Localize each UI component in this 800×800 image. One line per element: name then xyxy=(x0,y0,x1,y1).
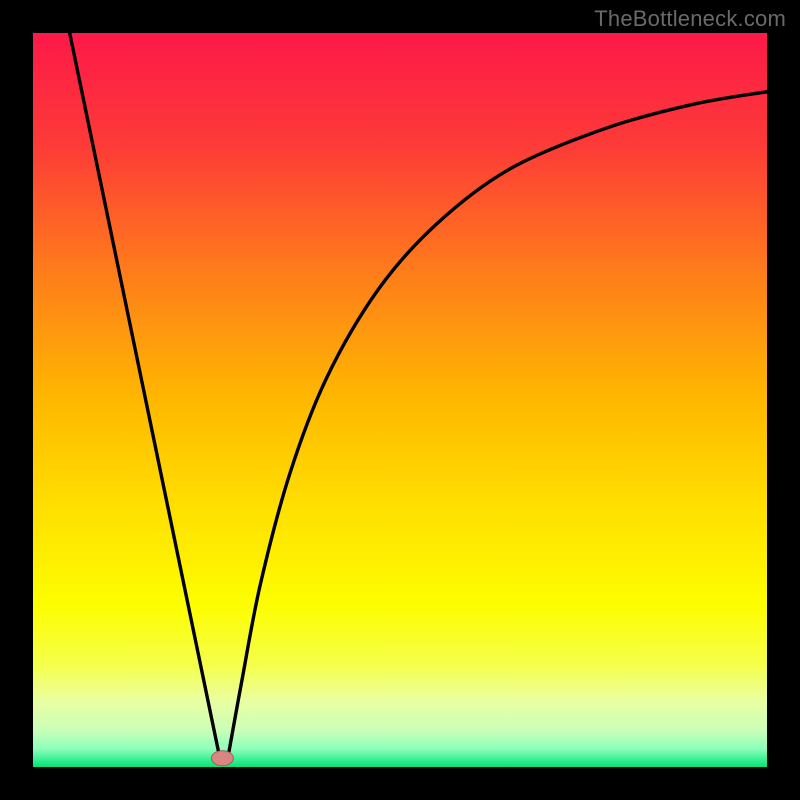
bottleneck-chart xyxy=(0,0,800,800)
optimal-point-marker xyxy=(211,751,233,766)
chart-frame: TheBottleneck.com xyxy=(0,0,800,800)
watermark-text: TheBottleneck.com xyxy=(594,6,786,32)
gradient-background xyxy=(33,33,767,767)
